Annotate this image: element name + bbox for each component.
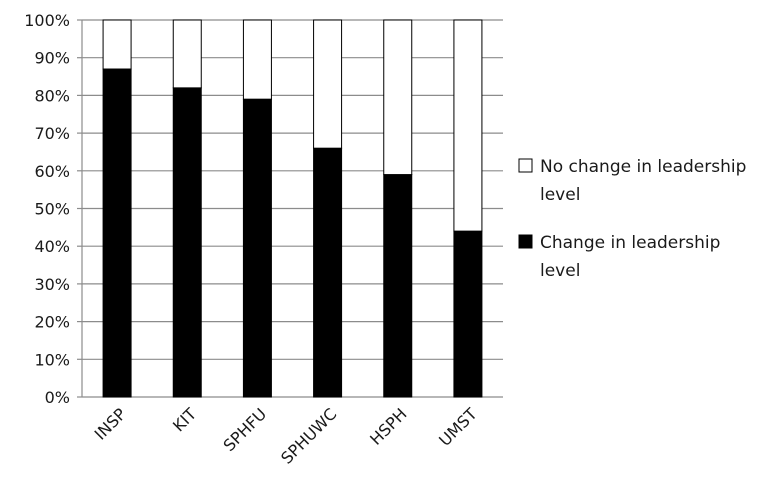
y-tick-label: 60% [34, 162, 70, 181]
bar-segment-no-change [383, 19, 413, 176]
y-tick-label: 30% [34, 275, 70, 294]
y-tick-label: 0% [45, 388, 70, 407]
legend-label: No change in leadership level [540, 157, 746, 205]
legend-label: Change in leadership level [540, 233, 720, 281]
y-tick-label: 20% [34, 313, 70, 332]
y-tick-label: 80% [34, 86, 70, 105]
x-tick-label: SPHFU [220, 404, 271, 455]
bar-segment-no-change [242, 19, 272, 100]
legend-entry: No change in leadership level [518, 157, 746, 205]
x-tick-label: HSPH [366, 404, 410, 448]
legend: No change in leadership level Change in le… [518, 157, 746, 281]
y-tick-label: 90% [34, 49, 70, 68]
legend-swatch [518, 234, 533, 249]
bar-segment-change [102, 68, 132, 398]
y-tick-label: 70% [34, 124, 70, 143]
x-tick-label: SPHUWC [277, 404, 340, 467]
bar-segment-no-change [172, 19, 202, 89]
bar-segment-no-change [102, 19, 132, 70]
bar-segment-no-change [453, 19, 483, 232]
axes [77, 19, 503, 398]
x-tick-label: UMST [435, 404, 481, 450]
x-tick-label: KIT [169, 404, 200, 435]
y-tick-label: 40% [34, 237, 70, 256]
bars [102, 19, 483, 398]
legend-swatch [518, 158, 533, 173]
gridlines [82, 19, 503, 360]
bar-segment-change [242, 98, 272, 398]
y-tick-label: 10% [34, 350, 70, 369]
x-tick-label: INSP [91, 404, 130, 443]
bar-segment-no-change [313, 19, 343, 149]
y-tick-label: 100% [24, 11, 70, 30]
x-axis-category-labels: INSP KIT SPHFU SPHUWC HSPH UMST [91, 404, 481, 468]
legend-entry: Change in leadership level [518, 233, 720, 281]
y-axis-ticks: 0% 10% 20% 30% 40% 50% 60% 70% 80% 90% 100% [24, 11, 70, 407]
y-tick-label: 50% [34, 200, 70, 219]
bar-segment-change [453, 230, 483, 398]
bar-segment-change [313, 147, 343, 398]
bar-segment-change [383, 174, 413, 398]
bar-segment-change [172, 87, 202, 398]
